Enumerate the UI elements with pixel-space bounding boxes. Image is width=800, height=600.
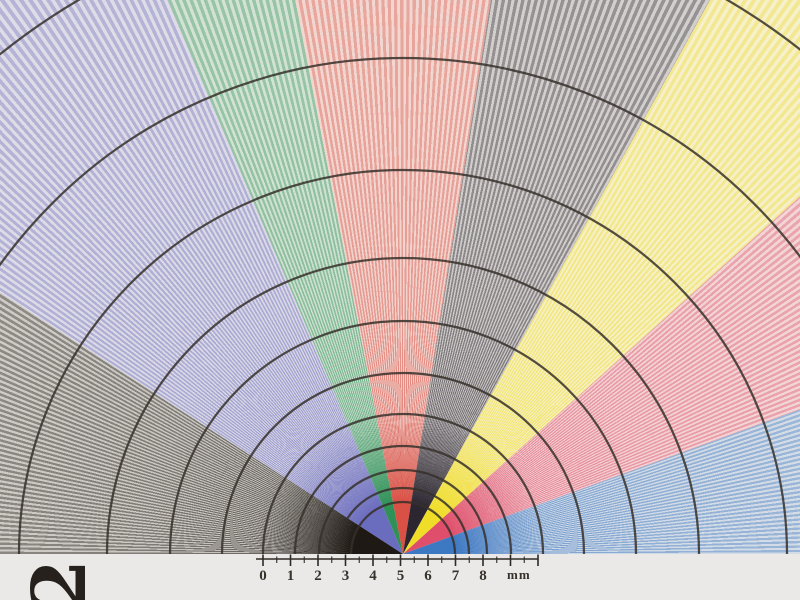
ruler-label: 5 — [397, 568, 405, 584]
page-number-label: 2 — [17, 559, 103, 600]
mm-ruler: 0 1 2 3 4 5 6 7 8 — [256, 554, 539, 584]
concentric-arc — [0, 56, 800, 267]
ruler-label: 6 — [424, 568, 432, 584]
concentric-arc — [335, 486, 471, 555]
ruler-label: 4 — [369, 568, 377, 584]
concentric-arcs — [0, 0, 800, 555]
concentric-arc — [293, 444, 513, 555]
ruler-label: 2 — [314, 568, 322, 584]
concentric-arc — [17, 168, 789, 555]
concentric-arc — [168, 319, 638, 555]
concentric-arc — [261, 412, 545, 555]
concentric-arc — [220, 371, 586, 555]
ruler-label: 0 — [259, 568, 267, 584]
ruler-unit-label: mm — [507, 567, 531, 582]
concentric-arc — [317, 468, 489, 555]
ruler-label: 7 — [452, 568, 460, 584]
concentric-arc — [105, 256, 701, 555]
ruler-label: 3 — [342, 568, 350, 584]
ruler-label: 8 — [479, 568, 487, 584]
ruler-label: 1 — [287, 568, 295, 584]
concentric-arc — [349, 500, 457, 555]
ink-density-fade — [0, 0, 800, 554]
